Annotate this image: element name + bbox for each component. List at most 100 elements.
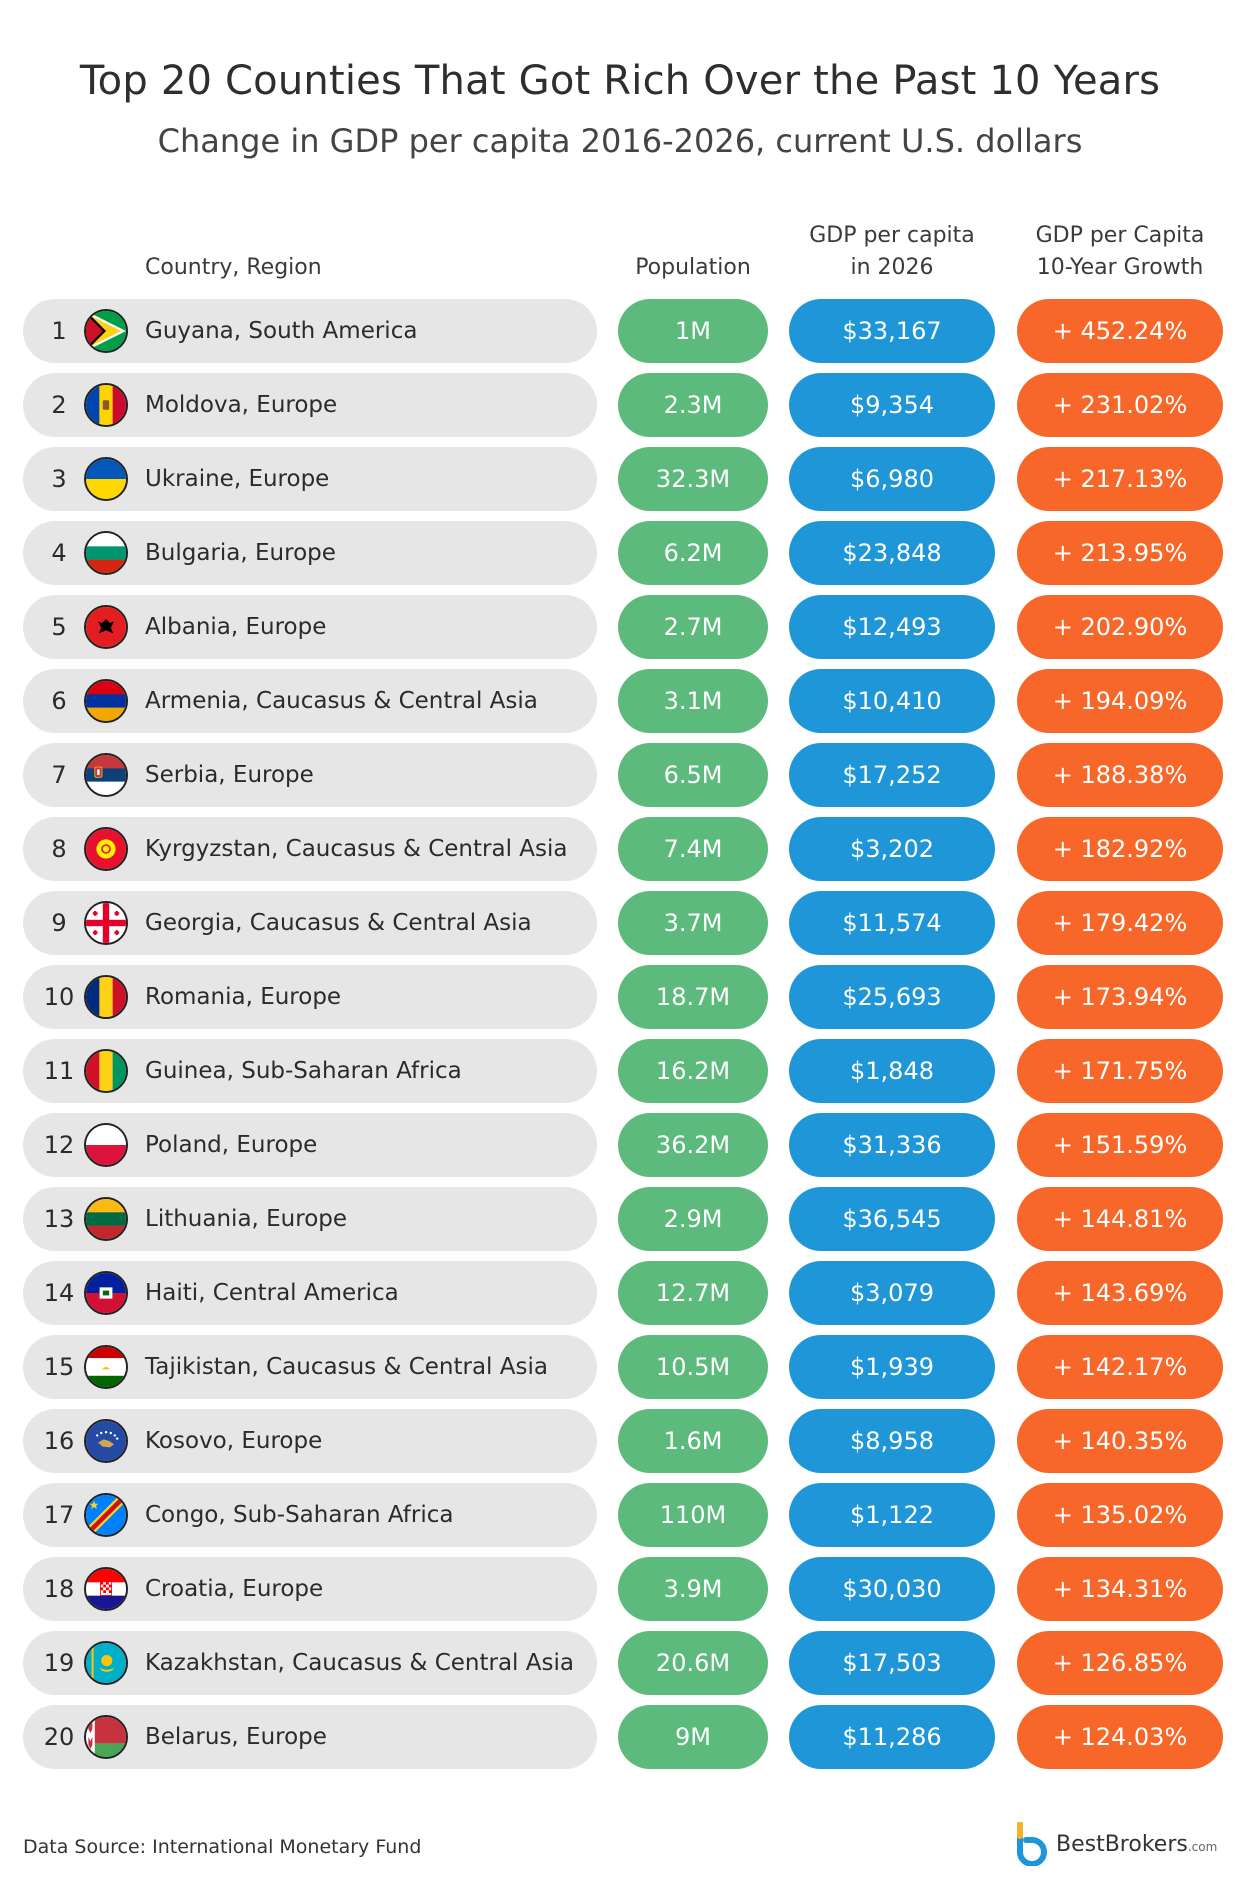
rank-label: 18 <box>43 1575 75 1603</box>
population-value: 32.3M <box>618 447 768 511</box>
rank-label: 17 <box>43 1501 75 1529</box>
population-value: 6.2M <box>618 521 768 585</box>
country-label: Georgia, Caucasus & Central Asia <box>145 910 532 936</box>
moldova-flag-icon <box>84 383 128 427</box>
header-country: Country, Region <box>145 255 322 280</box>
population-value: 10.5M <box>618 1335 768 1399</box>
country-label: Albania, Europe <box>145 614 327 640</box>
country-label: Poland, Europe <box>145 1132 318 1158</box>
gdp-value: $23,848 <box>789 521 995 585</box>
rank-label: 6 <box>51 687 67 715</box>
chart-subtitle: Change in GDP per capita 2016-2026, curr… <box>157 122 1083 160</box>
belarus-flag-icon <box>84 1715 128 1759</box>
population-value: 16.2M <box>618 1039 768 1103</box>
rank-label: 2 <box>51 391 67 419</box>
gdp-value: $11,286 <box>789 1705 995 1769</box>
growth-value: + 452.24% <box>1017 299 1223 363</box>
population-value: 1M <box>618 299 768 363</box>
country-label: Kosovo, Europe <box>145 1428 323 1454</box>
population-value: 3.7M <box>618 891 768 955</box>
rank-label: 13 <box>43 1205 75 1233</box>
population-value: 1.6M <box>618 1409 768 1473</box>
country-label: Kazakhstan, Caucasus & Central Asia <box>145 1650 574 1676</box>
rank-label: 1 <box>51 317 67 345</box>
country-label: Guyana, South America <box>145 318 418 344</box>
country-label: Croatia, Europe <box>145 1576 324 1602</box>
rank-label: 12 <box>43 1131 75 1159</box>
gdp-value: $1,939 <box>789 1335 995 1399</box>
header-growth-line2: 10-Year Growth <box>1036 255 1204 280</box>
gdp-value: $17,503 <box>789 1631 995 1695</box>
growth-value: + 202.90% <box>1017 595 1223 659</box>
population-value: 3.1M <box>618 669 768 733</box>
brand-name-text: BestBrokers <box>1056 1832 1188 1857</box>
country-label: Haiti, Central America <box>145 1280 399 1306</box>
population-value: 2.7M <box>618 595 768 659</box>
gdp-value: $8,958 <box>789 1409 995 1473</box>
growth-value: + 217.13% <box>1017 447 1223 511</box>
rank-label: 4 <box>51 539 67 567</box>
chart-title: Top 20 Counties That Got Rich Over the P… <box>79 58 1161 104</box>
rank-label: 7 <box>51 761 67 789</box>
country-label: Ukraine, Europe <box>145 466 330 492</box>
georgia-flag-icon <box>84 901 128 945</box>
population-value: 36.2M <box>618 1113 768 1177</box>
header-gdp-line1: GDP per capita <box>809 223 975 248</box>
population-value: 2.9M <box>618 1187 768 1251</box>
header-gdp: GDP per capita in 2026 <box>780 220 1004 284</box>
country-label: Congo, Sub-Saharan Africa <box>145 1502 454 1528</box>
growth-value: + 231.02% <box>1017 373 1223 437</box>
growth-value: + 126.85% <box>1017 1631 1223 1695</box>
population-value: 9M <box>618 1705 768 1769</box>
growth-value: + 142.17% <box>1017 1335 1223 1399</box>
population-value: 2.3M <box>618 373 768 437</box>
country-label: Serbia, Europe <box>145 762 314 788</box>
header-growth: GDP per Capita 10-Year Growth <box>1008 220 1232 284</box>
rank-label: 14 <box>43 1279 75 1307</box>
gdp-value: $33,167 <box>789 299 995 363</box>
tajikistan-flag-icon <box>84 1345 128 1389</box>
rank-label: 5 <box>51 613 67 641</box>
gdp-value: $6,980 <box>789 447 995 511</box>
growth-value: + 143.69% <box>1017 1261 1223 1325</box>
gdp-value: $17,252 <box>789 743 995 807</box>
growth-value: + 182.92% <box>1017 817 1223 881</box>
albania-flag-icon <box>84 605 128 649</box>
kyrgyzstan-flag-icon <box>84 827 128 871</box>
rank-label: 15 <box>43 1353 75 1381</box>
header-gdp-line2: in 2026 <box>850 255 934 280</box>
gdp-value: $3,079 <box>789 1261 995 1325</box>
bulgaria-flag-icon <box>84 531 128 575</box>
guyana-flag-icon <box>84 309 128 353</box>
haiti-flag-icon <box>84 1271 128 1315</box>
growth-value: + 124.03% <box>1017 1705 1223 1769</box>
kosovo-flag-icon <box>84 1419 128 1463</box>
romania-flag-icon <box>84 975 128 1019</box>
serbia-flag-icon <box>84 753 128 797</box>
gdp-value: $11,574 <box>789 891 995 955</box>
country-label: Bulgaria, Europe <box>145 540 336 566</box>
gdp-value: $1,848 <box>789 1039 995 1103</box>
population-value: 110M <box>618 1483 768 1547</box>
population-value: 20.6M <box>618 1631 768 1695</box>
rank-label: 20 <box>43 1723 75 1751</box>
country-label: Tajikistan, Caucasus & Central Asia <box>145 1354 548 1380</box>
country-label: Romania, Europe <box>145 984 342 1010</box>
rank-label: 8 <box>51 835 67 863</box>
bestbrokers-logo-icon <box>1017 1822 1047 1866</box>
poland-flag-icon <box>84 1123 128 1167</box>
population-value: 6.5M <box>618 743 768 807</box>
growth-value: + 151.59% <box>1017 1113 1223 1177</box>
croatia-flag-icon <box>84 1567 128 1611</box>
country-label: Armenia, Caucasus & Central Asia <box>145 688 538 714</box>
gdp-value: $9,354 <box>789 373 995 437</box>
ukraine-flag-icon <box>84 457 128 501</box>
growth-value: + 194.09% <box>1017 669 1223 733</box>
population-value: 7.4M <box>618 817 768 881</box>
gdp-value: $30,030 <box>789 1557 995 1621</box>
brand-name: BestBrokers.com <box>1056 1832 1217 1857</box>
lithuania-flag-icon <box>84 1197 128 1241</box>
growth-value: + 188.38% <box>1017 743 1223 807</box>
country-label: Belarus, Europe <box>145 1724 327 1750</box>
